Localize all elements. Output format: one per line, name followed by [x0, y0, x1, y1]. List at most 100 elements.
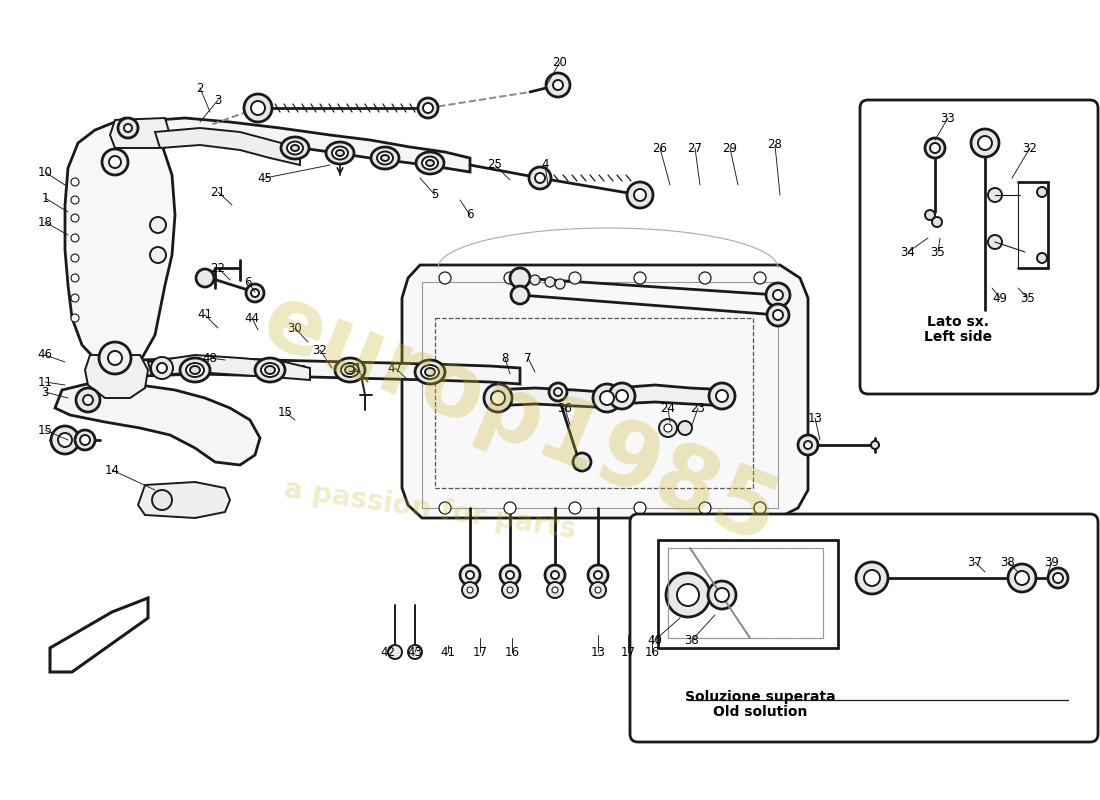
Circle shape [553, 80, 563, 90]
Circle shape [502, 582, 518, 598]
Circle shape [634, 272, 646, 284]
Text: 5: 5 [431, 189, 439, 202]
Text: 44: 44 [244, 311, 260, 325]
Text: Left side: Left side [924, 330, 992, 344]
Text: 4: 4 [541, 158, 549, 171]
Circle shape [609, 383, 635, 409]
Ellipse shape [421, 365, 439, 379]
Circle shape [1008, 564, 1036, 592]
Circle shape [798, 435, 818, 455]
Circle shape [594, 571, 602, 579]
Ellipse shape [422, 157, 438, 170]
FancyBboxPatch shape [860, 100, 1098, 394]
Text: 15: 15 [37, 423, 53, 437]
Text: 16: 16 [505, 646, 519, 658]
Bar [668, 548, 823, 638]
Circle shape [251, 289, 258, 297]
Text: europ1985: europ1985 [250, 277, 791, 563]
Circle shape [388, 645, 401, 659]
Circle shape [529, 167, 551, 189]
Circle shape [72, 178, 79, 186]
Circle shape [408, 645, 422, 659]
Ellipse shape [180, 358, 210, 382]
Circle shape [1053, 573, 1063, 583]
Text: 36: 36 [558, 402, 572, 414]
Circle shape [151, 357, 173, 379]
Circle shape [676, 584, 698, 606]
Ellipse shape [261, 363, 279, 377]
Circle shape [124, 124, 132, 132]
Circle shape [708, 581, 736, 609]
Text: 35: 35 [931, 246, 945, 258]
Text: 45: 45 [257, 171, 273, 185]
Ellipse shape [280, 137, 309, 159]
Text: 2: 2 [196, 82, 204, 94]
Circle shape [72, 254, 79, 262]
Text: 27: 27 [688, 142, 703, 154]
Ellipse shape [292, 145, 299, 151]
Text: 16: 16 [645, 646, 660, 658]
Circle shape [600, 391, 614, 405]
Text: 13: 13 [591, 646, 605, 658]
Circle shape [754, 502, 766, 514]
Text: 38: 38 [1001, 555, 1015, 569]
Circle shape [462, 582, 478, 598]
Circle shape [595, 587, 601, 593]
Text: 31: 31 [348, 362, 362, 374]
Text: 32: 32 [312, 343, 328, 357]
Circle shape [547, 582, 563, 598]
Circle shape [988, 188, 1002, 202]
Ellipse shape [426, 160, 434, 166]
Circle shape [544, 565, 565, 585]
Circle shape [418, 98, 438, 118]
Circle shape [152, 490, 172, 510]
Circle shape [251, 101, 265, 115]
Circle shape [634, 189, 646, 201]
Circle shape [544, 277, 556, 287]
Circle shape [554, 388, 562, 396]
Circle shape [716, 390, 728, 402]
Text: 32: 32 [1023, 142, 1037, 154]
Polygon shape [55, 382, 260, 465]
Circle shape [76, 388, 100, 412]
Circle shape [678, 421, 692, 435]
Circle shape [588, 565, 608, 585]
Circle shape [569, 502, 581, 514]
Circle shape [925, 138, 945, 158]
Circle shape [102, 149, 128, 175]
Circle shape [1048, 568, 1068, 588]
Text: 8: 8 [502, 351, 508, 365]
Circle shape [698, 502, 711, 514]
Text: 41: 41 [198, 309, 212, 322]
Polygon shape [138, 482, 230, 518]
Circle shape [424, 103, 433, 113]
Circle shape [530, 275, 540, 285]
Circle shape [766, 283, 790, 307]
Text: 14: 14 [104, 463, 120, 477]
Circle shape [710, 383, 735, 409]
Text: 15: 15 [277, 406, 293, 418]
Ellipse shape [336, 150, 344, 156]
Circle shape [634, 502, 646, 514]
Text: 38: 38 [684, 634, 700, 646]
Circle shape [118, 118, 138, 138]
Circle shape [491, 391, 505, 405]
Text: 47: 47 [387, 362, 403, 374]
Text: Old solution: Old solution [713, 705, 807, 719]
Text: 37: 37 [968, 555, 982, 569]
Circle shape [773, 290, 783, 300]
Circle shape [80, 435, 90, 445]
Text: 33: 33 [940, 111, 956, 125]
Text: 24: 24 [660, 402, 675, 414]
Circle shape [767, 304, 789, 326]
Circle shape [864, 570, 880, 586]
Circle shape [504, 502, 516, 514]
Polygon shape [95, 358, 520, 384]
Circle shape [930, 143, 940, 153]
Ellipse shape [371, 147, 399, 169]
Polygon shape [110, 118, 170, 148]
Ellipse shape [336, 358, 365, 382]
Text: 11: 11 [37, 375, 53, 389]
Circle shape [664, 424, 672, 432]
Text: 48: 48 [202, 351, 218, 365]
